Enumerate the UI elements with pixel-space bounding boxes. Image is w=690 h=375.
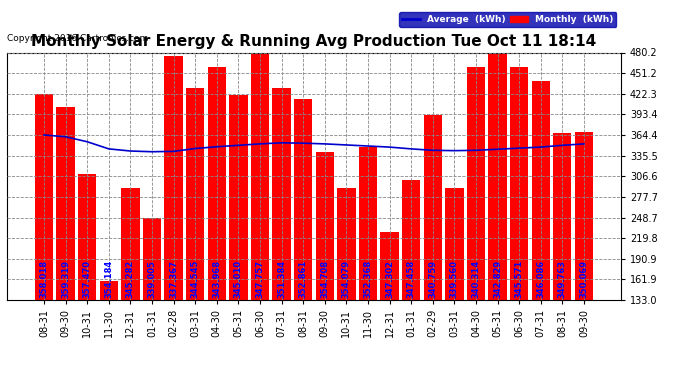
Bar xyxy=(294,99,313,300)
Text: 352.368: 352.368 xyxy=(364,260,373,298)
Bar xyxy=(186,88,204,300)
Text: 345.010: 345.010 xyxy=(234,260,243,298)
Bar xyxy=(359,147,377,300)
Text: 345.571: 345.571 xyxy=(515,260,524,298)
Text: Copyright 2016 Cartronics.com: Copyright 2016 Cartronics.com xyxy=(7,34,148,43)
Text: 352.861: 352.861 xyxy=(299,260,308,298)
Title: Monthly Solar Energy & Running Avg Production Tue Oct 11 18:14: Monthly Solar Energy & Running Avg Produ… xyxy=(31,33,597,48)
Bar xyxy=(273,88,290,300)
Bar xyxy=(208,67,226,300)
Bar xyxy=(402,180,420,300)
Bar xyxy=(121,188,139,300)
Text: 346.086: 346.086 xyxy=(536,260,545,298)
Bar xyxy=(553,133,571,300)
Bar xyxy=(250,53,269,300)
Bar xyxy=(489,53,506,300)
Legend: Average  (kWh), Monthly  (kWh): Average (kWh), Monthly (kWh) xyxy=(399,12,616,27)
Bar xyxy=(78,174,97,300)
Bar xyxy=(143,217,161,300)
Bar xyxy=(337,188,355,300)
Text: 342.829: 342.829 xyxy=(493,260,502,298)
Bar xyxy=(34,94,53,300)
Text: 347.757: 347.757 xyxy=(255,260,264,298)
Text: 354.708: 354.708 xyxy=(320,260,329,298)
Bar xyxy=(424,115,442,300)
Text: 339.005: 339.005 xyxy=(148,260,157,298)
Bar xyxy=(510,67,529,300)
Text: 345.282: 345.282 xyxy=(126,260,135,298)
Text: 347.458: 347.458 xyxy=(406,260,415,298)
Bar xyxy=(445,188,464,300)
Bar xyxy=(57,107,75,300)
Text: 351.384: 351.384 xyxy=(277,260,286,298)
Bar xyxy=(531,81,550,300)
Text: 340.759: 340.759 xyxy=(428,260,437,298)
Text: 344.545: 344.545 xyxy=(190,260,199,298)
Text: 349.763: 349.763 xyxy=(558,260,566,298)
Bar xyxy=(164,56,183,300)
Text: 339.560: 339.560 xyxy=(450,260,459,298)
Text: 354.079: 354.079 xyxy=(342,260,351,298)
Text: 337.367: 337.367 xyxy=(169,260,178,298)
Text: 347.302: 347.302 xyxy=(385,260,394,298)
Bar xyxy=(229,95,248,300)
Text: 340.314: 340.314 xyxy=(471,260,480,298)
Bar xyxy=(315,153,334,300)
Bar xyxy=(99,281,118,300)
Text: 357.470: 357.470 xyxy=(83,260,92,298)
Text: 358.018: 358.018 xyxy=(39,260,48,298)
Text: 354.184: 354.184 xyxy=(104,260,113,298)
Bar xyxy=(575,132,593,300)
Text: 343.968: 343.968 xyxy=(213,260,221,298)
Bar xyxy=(380,232,399,300)
Text: 350.069: 350.069 xyxy=(580,260,589,298)
Text: 359.319: 359.319 xyxy=(61,260,70,298)
Bar xyxy=(466,67,485,300)
